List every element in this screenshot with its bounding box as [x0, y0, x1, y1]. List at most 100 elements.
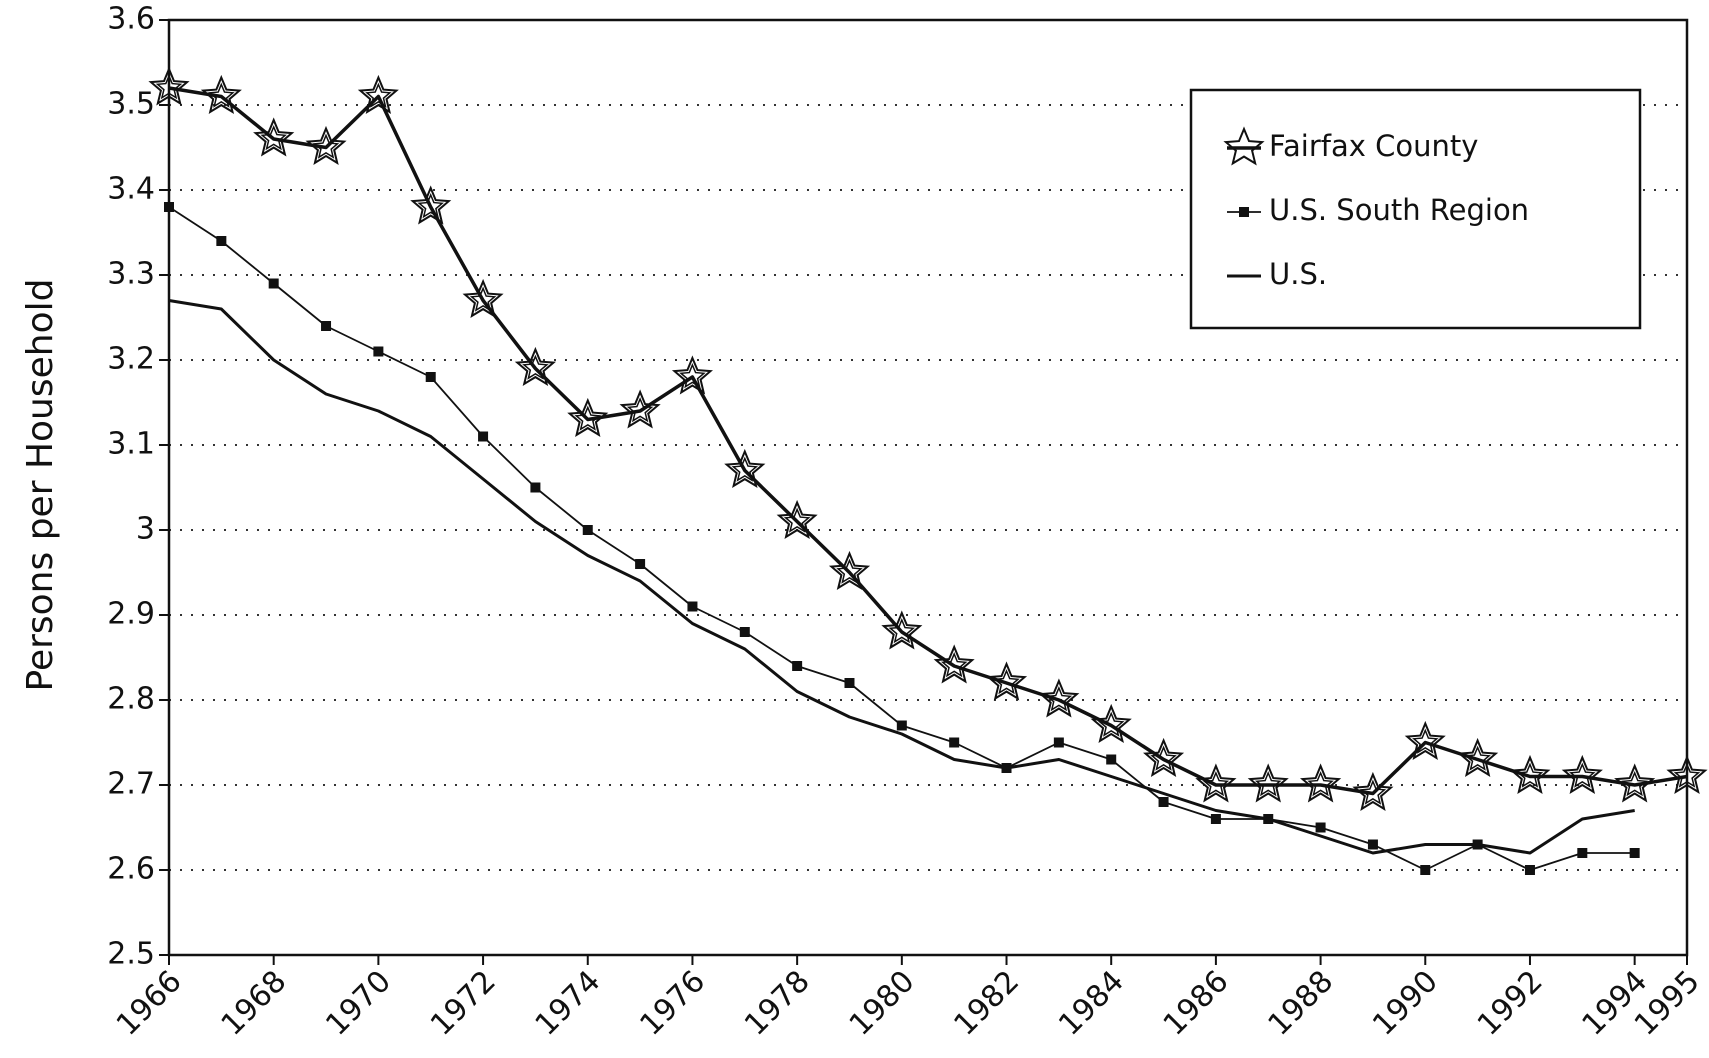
- star-marker-inner: [208, 82, 235, 108]
- star-marker: [619, 389, 661, 429]
- star-marker: [1195, 763, 1237, 803]
- x-tick-label: 1988: [1262, 964, 1341, 1043]
- plot-frame: [167, 18, 1689, 957]
- star-marker: [1352, 771, 1394, 812]
- star-marker: [305, 125, 347, 166]
- square-marker: [1315, 822, 1326, 833]
- star-marker-inner: [1045, 686, 1073, 712]
- y-tick-label: 3.6: [107, 2, 155, 37]
- star-marker: [1666, 754, 1708, 795]
- y-axis-label: Persons per Household: [20, 279, 61, 692]
- legend-label: Fairfax County: [1269, 129, 1478, 163]
- star-marker-inner: [626, 397, 654, 423]
- x-tick-label: 1974: [529, 964, 608, 1043]
- star-marker: [1038, 678, 1080, 718]
- square-marker: [1577, 848, 1588, 858]
- x-tick-label: 1968: [215, 964, 294, 1043]
- star-marker: [148, 66, 190, 106]
- square-marker: [1158, 797, 1169, 807]
- square-marker: [530, 482, 541, 493]
- y-tick-label: 2.9: [107, 597, 155, 632]
- star-marker: [985, 661, 1028, 701]
- star-marker: [514, 346, 556, 387]
- x-tick-label: 1986: [1157, 964, 1236, 1043]
- star-marker-inner: [312, 133, 340, 159]
- y-tick-label: 2.8: [107, 682, 155, 717]
- x-tick-label: 1976: [633, 964, 712, 1043]
- star-marker-inner: [1516, 762, 1544, 788]
- star-marker: [1509, 754, 1551, 795]
- star-marker-inner: [940, 652, 968, 678]
- star-marker-inner: [888, 618, 916, 644]
- square-marker: [1106, 754, 1117, 765]
- legend-marker: [1239, 207, 1249, 217]
- square-marker: [268, 278, 279, 289]
- star-marker-inner: [836, 558, 863, 584]
- star-marker: [567, 397, 609, 438]
- star-marker: [1457, 737, 1499, 778]
- y-tick-label: 3.3: [107, 257, 155, 292]
- star-marker: [671, 355, 713, 395]
- star-marker-inner: [260, 125, 287, 151]
- star-marker-inner: [155, 74, 183, 100]
- star-marker-inner: [522, 354, 549, 380]
- star-marker-inner: [417, 193, 444, 219]
- square-marker: [1420, 865, 1431, 875]
- star-marker: [462, 278, 504, 319]
- y-tick-label: 2.7: [107, 767, 155, 802]
- star-marker-inner: [1202, 771, 1230, 797]
- square-marker: [164, 202, 174, 212]
- square-marker: [687, 601, 698, 612]
- x-tick-label: 1980: [843, 964, 922, 1043]
- x-tick-label: 1992: [1471, 964, 1550, 1043]
- legend-box: [1189, 88, 1642, 330]
- x-tick-label: 1972: [424, 964, 503, 1043]
- star-marker-inner: [679, 363, 706, 389]
- series-line: [168, 299, 1635, 855]
- square-marker: [1210, 814, 1221, 824]
- square-marker: [425, 372, 436, 382]
- square-marker: [1629, 848, 1640, 858]
- star-marker: [357, 74, 399, 115]
- y-tick-label: 3: [136, 512, 155, 547]
- star-marker: [1247, 763, 1289, 803]
- star-marker: [1561, 754, 1603, 795]
- x-tick-label: 1982: [947, 964, 1026, 1043]
- legend-label: U.S.: [1269, 257, 1327, 291]
- star-marker-inner: [574, 405, 602, 431]
- square-marker: [582, 525, 593, 535]
- star-marker: [253, 117, 295, 157]
- star-marker-inner: [731, 456, 759, 482]
- square-marker: [635, 559, 646, 569]
- square-marker: [373, 346, 384, 357]
- star-marker-inner: [783, 507, 811, 533]
- star-marker: [881, 610, 923, 650]
- square-marker: [896, 720, 907, 731]
- star-marker-inner: [1150, 745, 1177, 771]
- x-tick-label: 1970: [319, 964, 398, 1043]
- x-tick-label: 1966: [110, 964, 189, 1043]
- star-marker: [200, 74, 242, 115]
- star-marker-inner: [365, 82, 392, 108]
- star-marker: [410, 185, 452, 225]
- star-marker: [776, 499, 818, 540]
- star-marker: [1090, 703, 1132, 744]
- star-marker-inner: [993, 669, 1020, 695]
- star-marker-inner: [1254, 771, 1282, 797]
- star-marker: [933, 644, 975, 684]
- star-marker-inner: [1412, 728, 1439, 754]
- square-marker: [1524, 865, 1535, 875]
- star-marker-inner: [1359, 779, 1387, 805]
- square-marker: [949, 737, 960, 748]
- legend-marker: [1223, 126, 1265, 166]
- x-tick-label: 1978: [738, 964, 817, 1043]
- star-marker: [1614, 763, 1656, 803]
- star-marker-inner: [1307, 771, 1334, 797]
- star-marker: [1300, 763, 1342, 803]
- star-marker-inner: [1569, 762, 1596, 788]
- square-marker: [1053, 737, 1064, 748]
- star-marker: [1404, 720, 1446, 761]
- star-marker: [1143, 737, 1185, 778]
- star-marker-inner: [469, 286, 497, 312]
- y-tick-label: 3.5: [107, 87, 155, 122]
